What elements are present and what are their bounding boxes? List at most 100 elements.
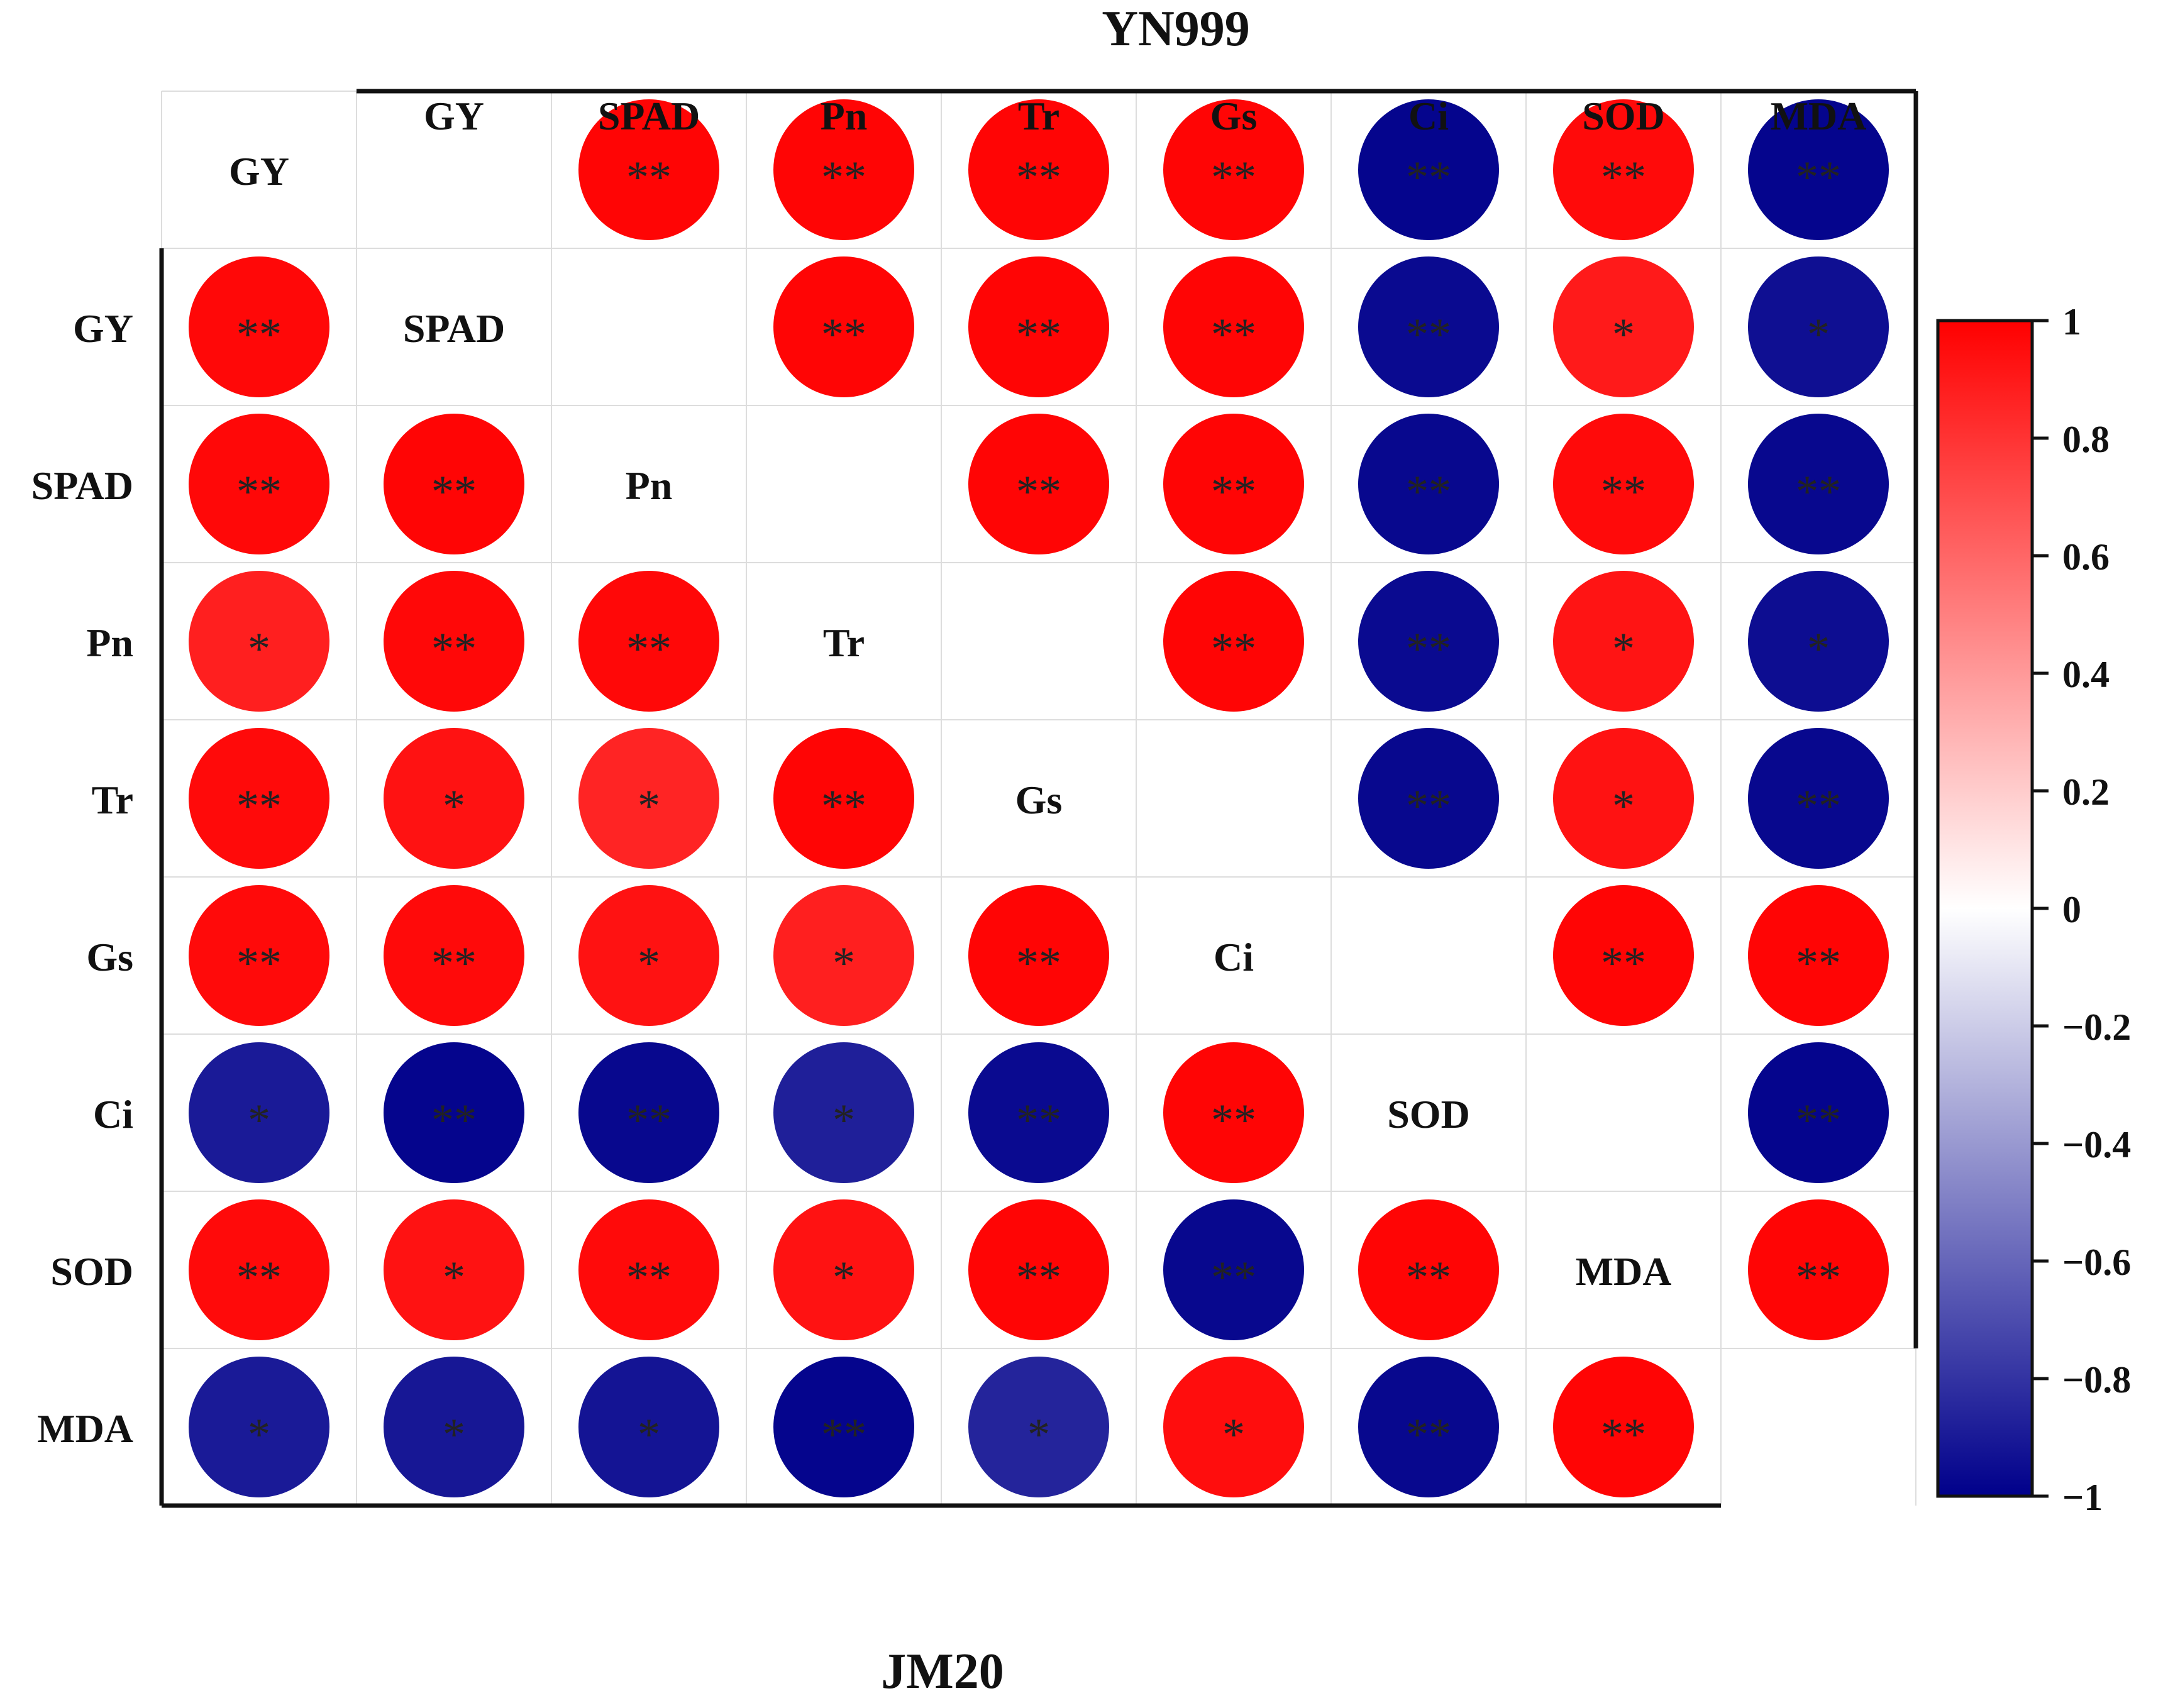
upper-circle — [1553, 885, 1694, 1026]
significance-mark: * — [248, 1409, 270, 1460]
significance-mark: * — [248, 624, 270, 674]
significance-mark: ** — [1406, 152, 1451, 202]
lower-circle — [384, 1357, 524, 1497]
colorbar-tick-label: 0.6 — [2062, 536, 2110, 578]
correlation-cells: ** ** ** ** ** ** **** ** ** ** * *** ** ** ** **** ** * *… — [189, 99, 1889, 1497]
significance-mark: * — [1612, 781, 1635, 831]
lower-circle — [773, 1042, 914, 1183]
significance-mark: * — [638, 1409, 660, 1460]
upper-cell-Pn-Gs: ** — [1163, 414, 1304, 554]
significance-mark: ** — [821, 781, 866, 831]
lower-cell-SOD-Gs: ** — [968, 1199, 1109, 1340]
upper-cell-Pn-MDA: ** — [1748, 414, 1889, 554]
colorbar-tick-label: −0.6 — [2062, 1242, 2131, 1283]
row-label-SPAD: SPAD — [31, 463, 133, 508]
lower-circle — [578, 728, 719, 869]
lower-circle — [1163, 1357, 1304, 1497]
colorbar-tick-label: 0 — [2062, 889, 2081, 930]
lower-cell-Tr-Tr: ** — [773, 728, 914, 869]
significance-mark: ** — [1796, 1095, 1841, 1145]
lower-cell-SPAD-SPAD: ** — [384, 414, 524, 554]
lower-cell-Pn-Pn: ** — [578, 571, 719, 712]
lower-cell-GY-GY: ** — [189, 256, 329, 397]
upper-circle — [773, 99, 914, 240]
upper-cell-Ci-MDA: ** — [1748, 885, 1889, 1026]
lower-circle — [1163, 1042, 1304, 1183]
upper-cell-GY-Ci: ** — [1358, 99, 1499, 240]
grid-lines — [161, 91, 1916, 1506]
colorbar-tick-label: 1 — [2062, 301, 2081, 343]
upper-circle — [1163, 414, 1304, 554]
top-title: YN999 — [1102, 1, 1250, 57]
upper-cell-GY-SPAD: ** — [578, 99, 719, 240]
upper-cell-MDA-MDA: ** — [1748, 1199, 1889, 1340]
lower-circle — [189, 728, 329, 869]
lower-circle — [1553, 1357, 1694, 1497]
lower-circle — [1163, 1199, 1304, 1340]
significance-mark: ** — [1016, 309, 1061, 360]
lower-cell-Ci-Ci: ** — [1163, 1042, 1304, 1183]
significance-mark: ** — [1016, 152, 1061, 202]
significance-mark: ** — [1406, 781, 1451, 831]
lower-cell-Ci-Gs: ** — [968, 1042, 1109, 1183]
significance-mark: ** — [1211, 309, 1256, 360]
significance-mark: * — [638, 938, 660, 988]
colorbar-gradient — [1936, 319, 2034, 1498]
upper-circle — [1748, 99, 1889, 240]
lower-cell-SOD-Pn: ** — [578, 1199, 719, 1340]
lower-cell-Ci-Pn: ** — [578, 1042, 719, 1183]
significance-mark: * — [832, 1095, 855, 1145]
significance-mark: ** — [1796, 466, 1841, 517]
upper-circle — [1358, 99, 1499, 240]
upper-circle — [1748, 728, 1889, 869]
upper-circle — [1358, 256, 1499, 397]
lower-cell-Ci-GY: * — [189, 1042, 329, 1183]
lower-circle — [968, 1199, 1109, 1340]
lower-cell-MDA-GY: * — [189, 1357, 329, 1497]
significance-mark: ** — [1406, 466, 1451, 517]
lower-cell-SOD-SOD: ** — [1358, 1199, 1499, 1340]
significance-mark: ** — [821, 309, 866, 360]
upper-circle — [1163, 256, 1304, 397]
upper-cell-Gs-Ci: ** — [1358, 728, 1499, 869]
significance-mark: ** — [1796, 938, 1841, 988]
upper-circle — [1553, 99, 1694, 240]
significance-mark: ** — [1406, 624, 1451, 674]
significance-mark: * — [638, 781, 660, 831]
significance-mark: * — [1612, 309, 1635, 360]
lower-circle — [189, 414, 329, 554]
lower-cell-SPAD-GY: ** — [189, 414, 329, 554]
significance-mark: * — [1807, 624, 1830, 674]
lower-cell-MDA-Gs: * — [968, 1357, 1109, 1497]
diagonal-label-Pn: Pn — [626, 463, 673, 508]
upper-cell-GY-Gs: ** — [1163, 99, 1304, 240]
upper-cell-Ci-SOD: ** — [1553, 885, 1694, 1026]
upper-circle — [1748, 414, 1889, 554]
colorbar: 1 0.8 0.6 0.4 0.2 0 −0.2 −0.4 −0.6 −0.8 −1 — [1936, 301, 2131, 1518]
diagonal-label-SOD: SOD — [1387, 1092, 1470, 1137]
lower-circle — [384, 885, 524, 1026]
upper-circle — [968, 256, 1109, 397]
lower-circle — [968, 1357, 1109, 1497]
significance-mark: ** — [1796, 1252, 1841, 1303]
lower-circle — [384, 1199, 524, 1340]
lower-cell-MDA-MDA: ** — [1553, 1357, 1694, 1497]
upper-cell-Pn-SOD: ** — [1553, 414, 1694, 554]
upper-circle — [1358, 414, 1499, 554]
column-header-SPAD: SPAD — [598, 94, 700, 138]
upper-circle — [1553, 728, 1694, 869]
upper-cell-SPAD-Tr: ** — [968, 256, 1109, 397]
upper-cell-GY-Pn: ** — [773, 99, 914, 240]
significance-mark: ** — [626, 1095, 672, 1145]
upper-circle — [1748, 571, 1889, 712]
diagonal-label-Tr: Tr — [823, 620, 865, 665]
colorbar-tick-label: 0.8 — [2062, 419, 2110, 460]
lower-cell-Pn-GY: * — [189, 571, 329, 712]
significance-mark: ** — [1016, 938, 1061, 988]
significance-mark: ** — [626, 624, 672, 674]
row-label-SOD: SOD — [50, 1249, 133, 1294]
row-label-MDA: MDA — [37, 1406, 133, 1451]
significance-mark: ** — [236, 466, 282, 517]
lower-circle — [578, 885, 719, 1026]
